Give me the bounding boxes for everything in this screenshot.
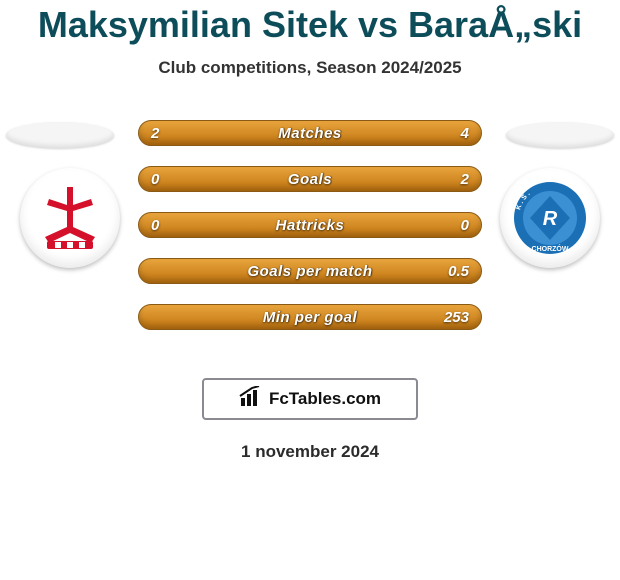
club-badge-right: R K . S . CHORZÓW [500, 168, 600, 268]
page-title: Maksymilian Sitek vs BaraÅ„ski [0, 4, 620, 46]
club-ring-text: CHORZÓW [532, 244, 569, 253]
stat-rows: 2 Matches 4 0 Goals 2 0 Hattricks 0 Goal… [138, 120, 482, 350]
stat-left-value: 0 [151, 167, 159, 191]
brand-badge[interactable]: FcTables.com [202, 378, 418, 420]
page-subtitle: Club competitions, Season 2024/2025 [0, 58, 620, 78]
player-slot-right [506, 122, 614, 148]
footer-date: 1 november 2024 [0, 442, 620, 462]
player-slot-left [6, 122, 114, 148]
stat-row-goals: 0 Goals 2 [138, 166, 482, 192]
stat-label: Goals per match [247, 263, 372, 280]
stat-row-hattricks: 0 Hattricks 0 [138, 212, 482, 238]
stat-right-value: 2 [461, 167, 469, 191]
club-logo-ruch: R K . S . CHORZÓW [513, 181, 587, 255]
stats-arena: R K . S . CHORZÓW 2 Matches 4 0 Goals [0, 112, 620, 372]
stat-right-value: 0 [461, 213, 469, 237]
stat-label: Hattricks [276, 217, 345, 234]
bar-chart-icon [239, 386, 265, 413]
stat-left-value: 2 [151, 121, 159, 145]
club-logo-lks [33, 181, 107, 255]
stat-left-value: 0 [151, 213, 159, 237]
stat-label: Matches [278, 125, 342, 142]
stat-right-value: 253 [444, 305, 469, 329]
brand-text: FcTables.com [269, 389, 381, 409]
club-badge-left [20, 168, 120, 268]
stat-row-goals-per-match: Goals per match 0.5 [138, 258, 482, 284]
stat-label: Goals [288, 171, 332, 188]
svg-text:R: R [543, 208, 558, 230]
stat-right-value: 0.5 [448, 259, 469, 283]
comparison-card: Maksymilian Sitek vs BaraÅ„ski Club comp… [0, 0, 620, 462]
stat-row-matches: 2 Matches 4 [138, 120, 482, 146]
stat-label: Min per goal [263, 309, 357, 326]
stat-row-min-per-goal: Min per goal 253 [138, 304, 482, 330]
stat-right-value: 4 [461, 121, 469, 145]
